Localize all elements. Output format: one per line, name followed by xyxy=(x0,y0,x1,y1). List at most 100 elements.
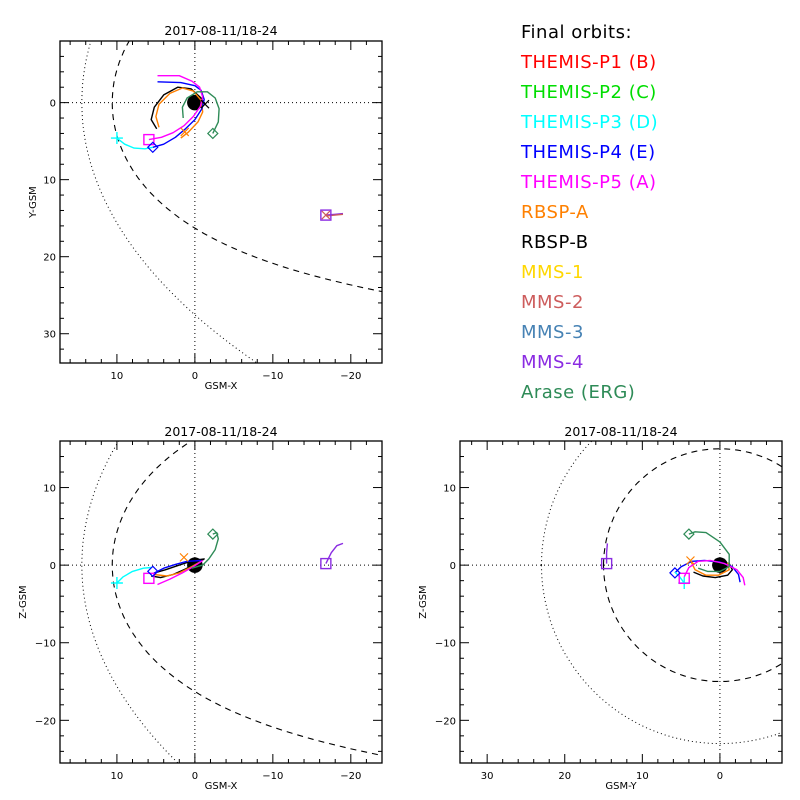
marker-mms-2 xyxy=(321,210,331,220)
legend-title: Final orbits: xyxy=(521,22,633,43)
x-tick-label: −10 xyxy=(262,771,283,782)
x-tick-label: −10 xyxy=(262,371,283,382)
marker-themis-p5-a xyxy=(143,572,155,585)
x-tick-label: −20 xyxy=(340,771,361,782)
marker-arase-erg xyxy=(206,528,219,540)
yz-ylabel: Z-GSM xyxy=(418,585,429,618)
y-tick-label: 10 xyxy=(43,484,56,495)
legend-item: THEMIS-P3 (D) xyxy=(521,112,659,133)
marker-mms-4 xyxy=(320,557,332,570)
y-tick-label: −20 xyxy=(435,716,456,727)
orbit-line-arase-erg xyxy=(181,91,220,134)
legend-item: THEMIS-P5 (A) xyxy=(521,172,657,193)
x-tick-label: 10 xyxy=(111,771,124,782)
marker-themis-p5-a xyxy=(143,133,155,146)
legend-item: Arase (ERG) xyxy=(521,382,636,403)
marker-rbsp-a xyxy=(686,556,695,565)
marker-themis-p3-d xyxy=(110,132,123,145)
x-tick-label: 0 xyxy=(192,371,198,382)
orbit-line-rbsp-b xyxy=(150,86,206,130)
legend-items: THEMIS-P1 (B) THEMIS-P2 (C) THEMIS-P3 (D) T… xyxy=(521,52,658,412)
x-tick-label: 0 xyxy=(717,771,723,782)
y-tick-label: 0 xyxy=(50,99,56,110)
xy-clipped-content xyxy=(60,41,382,363)
yz-plot-area: 30 20 10 0 10 0 −10 −20 xyxy=(435,440,783,782)
legend-item: THEMIS-P1 (B) xyxy=(521,52,657,73)
orbit-line-mms-2 xyxy=(325,213,344,217)
xz-orbit-panel: 2017-08-11/18-24 GSM-X Z-GSM 10 0 −10 −20 10… xyxy=(18,424,383,792)
legend-item: MMS-2 xyxy=(521,292,584,313)
y-tick-label: 0 xyxy=(450,561,456,572)
legend: Final orbits: THEMIS-P1 (B) THEMIS-P2 (C)… xyxy=(521,22,658,412)
marker-rbsp-a xyxy=(179,552,189,562)
xy-ylabel: Y-GSM xyxy=(28,186,39,219)
y-tick-label: −10 xyxy=(435,639,456,650)
y-tick-label: 0 xyxy=(50,561,56,572)
xz-ylabel: Z-GSM xyxy=(18,585,29,618)
legend-item: THEMIS-P4 (E) xyxy=(521,142,656,163)
orbit-line-themis-p5-a xyxy=(683,559,746,586)
yz-orbit-panel: 2017-08-11/18-24 GSM-Y Z-GSM 30 20 10 0 10 0 −… xyxy=(418,424,783,792)
xz-title: 2017-08-11/18-24 xyxy=(164,424,277,439)
legend-item: MMS-3 xyxy=(521,322,584,343)
yz-clipped-content xyxy=(460,441,782,763)
marker-arase-erg xyxy=(206,127,219,140)
marker-themis-p4-e xyxy=(146,565,159,578)
orbit-line-mms-4 xyxy=(325,542,344,564)
orbit-line-rbsp-a xyxy=(689,560,730,576)
marker-themis-p4-e xyxy=(669,567,681,579)
orbit-line-themis-p4-e xyxy=(152,559,202,575)
y-tick-label: 10 xyxy=(43,176,56,187)
magnetopause-boundary xyxy=(111,441,382,757)
x-tick-label: 0 xyxy=(192,771,198,782)
legend-item: RBSP-B xyxy=(521,232,589,253)
xy-orbit-panel: 2017-08-11/18-24 GSM-X Y-GSM 10 0 −10 −2001… xyxy=(28,23,383,392)
legend-item: RBSP-A xyxy=(521,202,589,223)
marker-themis-p4-e xyxy=(146,141,159,154)
y-tick-label: 10 xyxy=(443,484,456,495)
yz-xlabel: GSM-Y xyxy=(605,781,637,792)
orbit-line-themis-p5-a xyxy=(157,559,204,586)
orbit-line-arase-erg xyxy=(688,531,730,573)
marker-mms-4 xyxy=(600,557,613,570)
bow-shock-boundary xyxy=(81,441,179,763)
marker-rbsp-a xyxy=(180,127,190,137)
xz-xlabel: GSM-X xyxy=(205,781,238,792)
marker-themis-p3-d xyxy=(110,576,123,589)
xy-xlabel: GSM-X xyxy=(205,381,238,392)
orbit-line-themis-p5-a xyxy=(148,75,204,141)
x-tick-label: 10 xyxy=(636,771,649,782)
x-tick-label: 10 xyxy=(111,371,124,382)
y-tick-label: 30 xyxy=(43,330,56,341)
bow-shock-boundary xyxy=(81,41,258,363)
legend-item: MMS-4 xyxy=(521,352,584,373)
x-tick-label: 20 xyxy=(558,771,571,782)
yz-title: 2017-08-11/18-24 xyxy=(564,424,677,439)
marker-themis-p5-a xyxy=(678,572,690,585)
magnetopause-boundary xyxy=(602,448,782,683)
xz-clipped-content xyxy=(60,441,382,763)
plot-frame xyxy=(59,440,383,764)
orbit-line-themis-p3-d xyxy=(116,566,152,584)
marker-mms-4 xyxy=(320,209,332,221)
plot-frame xyxy=(59,40,383,364)
orbit-line-themis-p3-d xyxy=(116,137,153,150)
y-tick-label: −20 xyxy=(35,716,56,727)
y-tick-label: 20 xyxy=(43,253,56,264)
orbit-line-rbsp-a xyxy=(154,560,202,577)
x-tick-label: 30 xyxy=(481,771,494,782)
marker-arase-erg xyxy=(683,528,695,540)
plot-frame xyxy=(459,440,783,764)
xy-title: 2017-08-11/18-24 xyxy=(164,23,277,38)
orbit-line-themis-p4-e xyxy=(152,81,205,148)
x-tick-label: −20 xyxy=(340,371,361,382)
marker-rbsp-b xyxy=(200,99,210,109)
orbit-line-mms-4 xyxy=(325,212,344,216)
earth-icon xyxy=(187,94,203,111)
orbit-line-rbsp-a xyxy=(155,87,204,139)
legend-item: THEMIS-P2 (C) xyxy=(521,82,657,103)
xy-plot-area: 10 0 −10 −20 0 10 20 30 xyxy=(43,40,383,382)
magnetopause-boundary xyxy=(111,41,382,293)
y-tick-label: −10 xyxy=(35,639,56,650)
